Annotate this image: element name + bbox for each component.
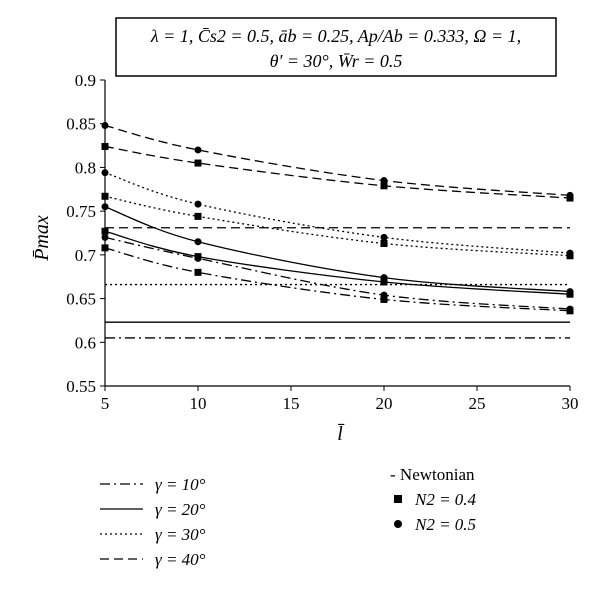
legend-line-styles: γ = 10° γ = 20° γ = 30° γ = 40° [100,475,206,569]
series-line-gamma40-n2-05 [104,124,571,197]
marker-layer [101,121,574,315]
circle-marker [380,177,388,185]
square-marker [194,253,202,261]
x-tick-label: 5 [101,394,110,413]
y-tick-label: 0.8 [75,158,96,177]
circle-marker [194,238,202,246]
circle-marker [194,200,202,208]
legend-markers: - Newtonian N2 = 0.4 N2 = 0.5 [390,465,477,534]
circle-marker [101,121,109,129]
circle-marker [566,305,574,313]
legend-circle-marker [394,520,402,528]
legend-line-label: γ = 20° [155,500,206,519]
x-tick-label: 25 [469,394,486,413]
square-marker [380,239,388,247]
legend-marker-label: N2 = 0.5 [414,515,476,534]
series-line-gamma30-n2-05 [104,172,571,254]
y-axis-label: P̄max [31,215,53,262]
square-marker [101,244,109,252]
y-ticks: 0.55 0.6 0.65 0.7 0.75 0.8 0.85 0.9 [66,71,105,396]
square-marker [194,212,202,220]
circle-marker [380,274,388,282]
square-marker [101,142,109,150]
square-marker [101,192,109,200]
circle-marker [101,233,109,241]
title-box: λ = 1, C̄s2 = 0.5, āb = 0.25, Ap/Ab = 0.… [115,17,557,77]
circle-marker [566,191,574,199]
axes [104,80,570,387]
series-line-gamma10-n2-04 [104,247,571,312]
series-line-gamma30-n2-04 [104,195,571,257]
y-tick-label: 0.6 [75,333,96,352]
circle-marker [380,233,388,241]
circle-marker [101,203,109,211]
square-marker [194,159,202,167]
legend-square-marker [394,495,402,503]
x-tick-label: 10 [190,394,207,413]
legend-line-label: γ = 30° [155,525,206,544]
square-marker [380,278,388,286]
title-line-2: θ′ = 30°, W̄r = 0.5 [270,51,403,71]
legend-line-label: γ = 40° [155,550,206,569]
x-axis-label: l̄ [337,423,344,445]
square-marker [380,182,388,190]
legend-marker-label: N2 = 0.4 [414,490,477,509]
title-line-1: λ = 1, C̄s2 = 0.5, āb = 0.25, Ap/Ab = 0.… [150,26,521,46]
series-layer [104,124,571,339]
circle-marker [101,169,109,177]
y-tick-label: 0.75 [66,202,96,221]
x-tick-label: 15 [283,394,300,413]
y-tick-label: 0.65 [66,290,96,309]
x-tick-label: 30 [562,394,579,413]
title-frame [115,17,557,77]
series-line-gamma40-n2-04 [104,145,571,199]
circle-marker [194,146,202,154]
square-marker [101,227,109,235]
legend-marker-label: - Newtonian [390,465,475,484]
series-line-gamma20-n2-04 [104,230,571,295]
circle-marker [566,249,574,257]
square-marker [380,295,388,303]
series-line-gamma20-n2-05 [104,206,571,293]
y-tick-label: 0.7 [75,246,97,265]
x-ticks: 5 10 15 20 25 30 [101,386,579,413]
y-tick-label: 0.9 [75,71,96,90]
circle-marker [380,291,388,299]
x-tick-label: 20 [376,394,393,413]
legend-line-label: γ = 10° [155,475,206,494]
circle-marker [566,288,574,296]
y-tick-label: 0.55 [66,377,96,396]
y-tick-label: 0.85 [66,115,96,134]
series-line-gamma10-n2-05 [104,236,571,310]
square-marker [194,268,202,276]
